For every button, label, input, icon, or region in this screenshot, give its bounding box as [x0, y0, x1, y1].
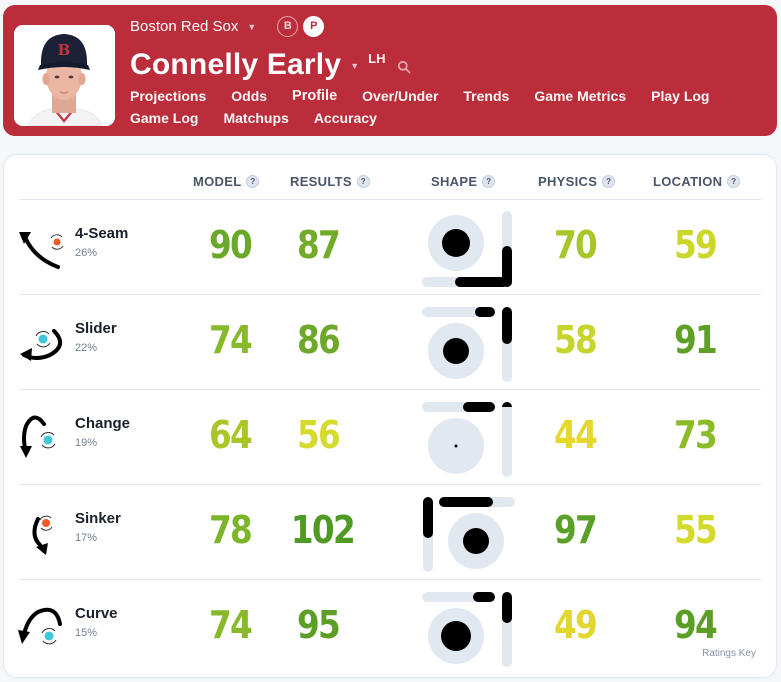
physics-score: 70 [553, 223, 598, 267]
column-header-physics: PHYSICS ? [538, 173, 616, 189]
results-score: 87 [296, 223, 341, 267]
pitch-name: Sinker [75, 510, 121, 527]
shape-chart [423, 497, 515, 572]
nav-game-log[interactable]: Game Log [130, 110, 199, 126]
pitch-ratings-card: MODEL ? RESULTS ? SHAPE ? PHYSICS ? LOCA… [3, 154, 777, 678]
help-icon[interactable]: ? [246, 174, 260, 188]
pitch-row-slider[interactable]: Slider 22% 74 86 58 91 [4, 295, 778, 390]
nav-matchups[interactable]: Matchups [223, 110, 289, 126]
nav-play-log[interactable]: Play Log [651, 88, 710, 104]
model-score: 90 [208, 223, 253, 267]
four-seam-movement-icon [19, 232, 64, 269]
column-label: SHAPE [431, 173, 478, 189]
team-caret-icon[interactable]: ▼ [247, 21, 257, 32]
pitch-usage: 26% [75, 247, 98, 259]
column-label: MODEL [193, 173, 242, 189]
divider [19, 484, 761, 485]
svg-text:B: B [58, 41, 71, 59]
pitch-name: Curve [75, 605, 118, 622]
changeup-movement-icon [20, 415, 56, 458]
model-score: 64 [208, 413, 253, 457]
nav-projections[interactable]: Projections [130, 88, 207, 104]
results-score: 102 [290, 508, 356, 552]
results-score: 95 [296, 603, 341, 647]
pitch-row-sinker[interactable]: Sinker 17% 78 102 97 55 [4, 485, 778, 580]
nav-accuracy[interactable]: Accuracy [313, 110, 377, 126]
nav-profile[interactable]: Profile [292, 88, 338, 104]
results-score: 56 [296, 413, 341, 457]
location-score: 59 [673, 223, 718, 267]
team-name[interactable]: Boston Red Sox [130, 17, 239, 35]
player-photo-icon: B [14, 25, 115, 126]
divider [19, 389, 761, 390]
results-score: 86 [296, 318, 341, 362]
pitch-usage: 22% [75, 342, 98, 354]
pitcher-toggle[interactable]: P [303, 15, 325, 37]
physics-score: 44 [553, 413, 598, 457]
help-icon[interactable]: ? [602, 174, 616, 188]
batter-toggle[interactable]: B [277, 15, 299, 37]
player-header: B Boston Red Sox ▼ B P Connelly Early ▼ … [3, 5, 777, 136]
help-icon[interactable]: ? [356, 174, 370, 188]
nav-game-metrics[interactable]: Game Metrics [534, 88, 627, 104]
shape-chart [422, 211, 512, 287]
team-selector[interactable]: Boston Red Sox ▼ B P [130, 15, 325, 37]
pitch-name: Change [75, 415, 131, 432]
nav-trends[interactable]: Trends [463, 88, 510, 104]
column-label: LOCATION [653, 173, 723, 189]
physics-score: 58 [553, 318, 598, 362]
player-nav: Projections Odds Profile Over/Under Tren… [130, 85, 770, 129]
curveball-movement-icon [18, 607, 62, 645]
divider [19, 199, 761, 200]
shape-chart [422, 592, 512, 667]
nav-over-under[interactable]: Over/Under [362, 88, 439, 104]
help-icon[interactable]: ? [482, 174, 496, 188]
player-name[interactable]: Connelly Early [130, 48, 342, 81]
nav-odds[interactable]: Odds [231, 88, 268, 104]
shape-chart [422, 402, 512, 477]
column-label: RESULTS [290, 173, 352, 189]
pitch-row-curve[interactable]: Curve 15% 74 95 49 94 [4, 580, 778, 675]
search-icon[interactable] [397, 60, 411, 74]
pitch-usage: 19% [75, 437, 98, 449]
column-header-location: LOCATION ? [653, 173, 741, 189]
shape-chart [422, 307, 512, 382]
column-header-results: RESULTS ? [290, 173, 370, 189]
ratings-key-link[interactable]: Ratings Key [702, 648, 756, 659]
pitch-name: Slider [75, 320, 117, 337]
model-score: 74 [208, 318, 253, 362]
sinker-movement-icon [32, 515, 53, 555]
pitch-row-4-seam[interactable]: 4-Seam 26% 90 87 70 59 [4, 200, 778, 295]
column-label: PHYSICS [538, 173, 598, 189]
model-score: 74 [208, 603, 253, 647]
column-header-model: MODEL ? [193, 173, 260, 189]
location-score: 91 [673, 318, 718, 362]
pitch-usage: 15% [75, 627, 98, 639]
player-name-row: Connelly Early ▼ LH [130, 45, 411, 85]
pitch-name: 4-Seam [75, 225, 129, 242]
handedness-label: LH [368, 50, 386, 66]
pitch-usage: 17% [75, 532, 98, 544]
player-avatar: B [14, 25, 115, 126]
physics-score: 49 [553, 603, 598, 647]
nav-row-1: Projections Odds Profile Over/Under Tren… [130, 85, 770, 107]
location-score: 94 [673, 603, 718, 647]
slider-movement-icon [20, 329, 62, 361]
player-caret-icon[interactable]: ▼ [350, 61, 360, 71]
nav-row-2: Game Log Matchups Accuracy [130, 107, 770, 129]
physics-score: 97 [553, 508, 598, 552]
column-header-shape: SHAPE ? [431, 173, 496, 189]
model-score: 78 [208, 508, 253, 552]
divider [19, 294, 761, 295]
location-score: 55 [673, 508, 718, 552]
pitch-row-change[interactable]: Change 19% 64 56 44 73 [4, 390, 778, 485]
location-score: 73 [673, 413, 718, 457]
divider [19, 579, 761, 580]
help-icon[interactable]: ? [727, 174, 741, 188]
